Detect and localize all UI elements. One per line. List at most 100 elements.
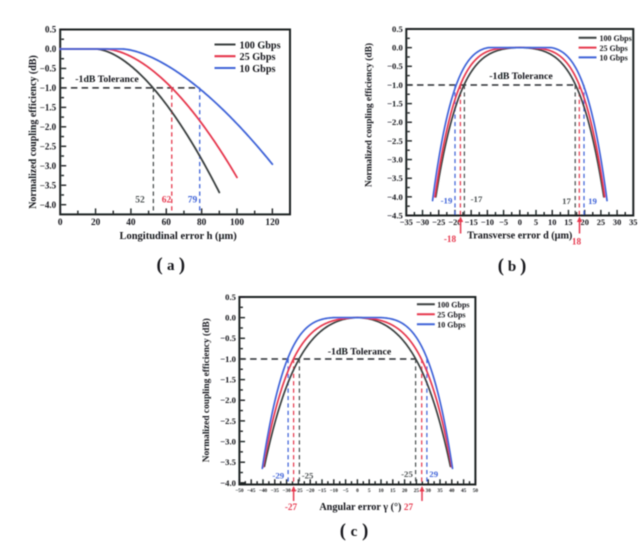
svg-text:−35: −35 bbox=[400, 218, 413, 227]
svg-text:10 Gbps: 10 Gbps bbox=[437, 320, 465, 329]
svg-text:Normalized coupling efficiency: Normalized coupling efficiency (dB) bbox=[364, 43, 375, 187]
svg-text:−3.5: −3.5 bbox=[40, 180, 57, 190]
svg-text:a: a bbox=[167, 258, 175, 274]
svg-text:−10: −10 bbox=[481, 218, 494, 227]
svg-text:−3.0: −3.0 bbox=[387, 154, 403, 164]
svg-text:0.0: 0.0 bbox=[45, 44, 57, 54]
svg-text:100 Gbps: 100 Gbps bbox=[600, 34, 632, 43]
svg-text:−3.5: −3.5 bbox=[387, 173, 403, 183]
svg-text:-19: -19 bbox=[441, 196, 453, 206]
svg-text:62: 62 bbox=[162, 196, 172, 206]
svg-text:c: c bbox=[351, 524, 358, 540]
svg-text:−25: −25 bbox=[432, 218, 445, 227]
svg-text:−3.0: −3.0 bbox=[40, 161, 57, 171]
svg-text:40: 40 bbox=[126, 218, 136, 228]
svg-text:−2.0: −2.0 bbox=[387, 117, 403, 127]
svg-text:60: 60 bbox=[162, 218, 172, 228]
svg-text:0.5: 0.5 bbox=[392, 24, 403, 34]
svg-text:−5: −5 bbox=[343, 488, 349, 494]
svg-text:): ) bbox=[520, 257, 526, 277]
svg-text:−4.0: −4.0 bbox=[40, 200, 57, 210]
svg-text:Longitudinal error h (μm): Longitudinal error h (μm) bbox=[119, 231, 237, 242]
svg-text:0: 0 bbox=[58, 218, 63, 228]
svg-text:−35: −35 bbox=[271, 488, 280, 494]
svg-text:−20: −20 bbox=[306, 488, 315, 494]
svg-text:45: 45 bbox=[461, 488, 467, 494]
svg-text:20: 20 bbox=[91, 218, 101, 228]
svg-text:35: 35 bbox=[437, 488, 443, 494]
svg-text:10 Gbps: 10 Gbps bbox=[240, 64, 276, 75]
svg-text:−0.5: −0.5 bbox=[220, 333, 236, 343]
svg-text:-1dB Tolerance: -1dB Tolerance bbox=[75, 74, 139, 85]
svg-text:−4.5: −4.5 bbox=[387, 210, 403, 220]
svg-text:30: 30 bbox=[613, 218, 621, 227]
svg-text:−1.5: −1.5 bbox=[387, 99, 403, 109]
svg-text:5: 5 bbox=[368, 488, 371, 494]
svg-text:40: 40 bbox=[449, 488, 455, 494]
svg-text:-25: -25 bbox=[302, 471, 314, 481]
svg-text:25 Gbps: 25 Gbps bbox=[437, 311, 465, 320]
svg-text:0: 0 bbox=[518, 218, 522, 227]
svg-text:Normalized coupling efficiency: Normalized coupling efficiency (dB) bbox=[28, 55, 39, 209]
svg-text:5: 5 bbox=[534, 218, 538, 227]
svg-text:b: b bbox=[508, 259, 516, 275]
svg-text:−1.0: −1.0 bbox=[220, 354, 236, 364]
svg-text:0: 0 bbox=[356, 488, 359, 494]
svg-text:10: 10 bbox=[548, 218, 556, 227]
svg-text:−1.0: −1.0 bbox=[40, 83, 57, 93]
svg-text:−0.5: −0.5 bbox=[387, 61, 403, 71]
svg-text:(: ( bbox=[157, 256, 163, 276]
svg-text:30: 30 bbox=[426, 488, 432, 494]
svg-text:50: 50 bbox=[473, 488, 479, 494]
svg-text:0.5: 0.5 bbox=[225, 292, 236, 302]
svg-text:Angular error γ (°): Angular error γ (°) bbox=[319, 502, 401, 513]
svg-text:(: ( bbox=[498, 257, 504, 277]
svg-text:−5: −5 bbox=[499, 218, 508, 227]
svg-text:−3.5: −3.5 bbox=[220, 457, 236, 467]
svg-text:79: 79 bbox=[188, 196, 198, 206]
svg-text:19: 19 bbox=[588, 196, 597, 206]
svg-text:−1.5: −1.5 bbox=[220, 375, 236, 385]
svg-text:−15: −15 bbox=[465, 218, 478, 227]
svg-text:25 Gbps: 25 Gbps bbox=[240, 52, 276, 63]
svg-text:-1dB Tolerance: -1dB Tolerance bbox=[328, 347, 392, 358]
svg-text:52: 52 bbox=[135, 196, 145, 206]
svg-text:18: 18 bbox=[572, 237, 582, 247]
svg-text:−45: −45 bbox=[247, 488, 256, 494]
svg-text:-27: -27 bbox=[285, 502, 298, 512]
svg-text:100 Gbps: 100 Gbps bbox=[437, 301, 469, 310]
svg-text:10 Gbps: 10 Gbps bbox=[600, 54, 628, 63]
svg-text:−2.5: −2.5 bbox=[40, 141, 57, 151]
svg-text:120: 120 bbox=[265, 218, 279, 228]
svg-text:−2.5: −2.5 bbox=[387, 136, 403, 146]
svg-text:27: 27 bbox=[404, 502, 414, 512]
svg-text:Transverse error d (μm): Transverse error d (μm) bbox=[467, 231, 572, 242]
svg-text:0.5: 0.5 bbox=[45, 25, 57, 35]
svg-text:25 Gbps: 25 Gbps bbox=[600, 44, 628, 53]
svg-text:-1dB Tolerance: -1dB Tolerance bbox=[489, 71, 553, 82]
svg-text:−30: −30 bbox=[416, 218, 429, 227]
svg-text:20: 20 bbox=[402, 488, 408, 494]
svg-text:-18: -18 bbox=[444, 234, 457, 244]
svg-text:Normalized coupling efficiency: Normalized coupling efficiency (dB) bbox=[201, 318, 212, 462]
svg-text:29: 29 bbox=[429, 469, 438, 479]
svg-text:−2.5: −2.5 bbox=[220, 416, 236, 426]
svg-text:80: 80 bbox=[197, 218, 207, 228]
svg-text:100: 100 bbox=[230, 218, 244, 228]
svg-text:-29: -29 bbox=[272, 471, 284, 481]
svg-text:25: 25 bbox=[597, 218, 605, 227]
svg-text:15: 15 bbox=[390, 488, 396, 494]
svg-text:−2.0: −2.0 bbox=[220, 395, 236, 405]
svg-text:100 Gbps: 100 Gbps bbox=[240, 40, 281, 51]
svg-text:20: 20 bbox=[581, 218, 589, 227]
svg-text:−1.0: −1.0 bbox=[387, 80, 403, 90]
svg-text:−4.0: −4.0 bbox=[387, 192, 403, 202]
svg-text:−30: −30 bbox=[282, 488, 291, 494]
svg-text:−1.5: −1.5 bbox=[40, 103, 57, 113]
svg-text:−40: −40 bbox=[259, 488, 268, 494]
svg-text:−0.5: −0.5 bbox=[40, 64, 57, 74]
svg-text:-17: -17 bbox=[471, 194, 483, 204]
svg-text:35: 35 bbox=[629, 218, 637, 227]
svg-text:25: 25 bbox=[414, 488, 420, 494]
svg-text:15: 15 bbox=[564, 218, 572, 227]
